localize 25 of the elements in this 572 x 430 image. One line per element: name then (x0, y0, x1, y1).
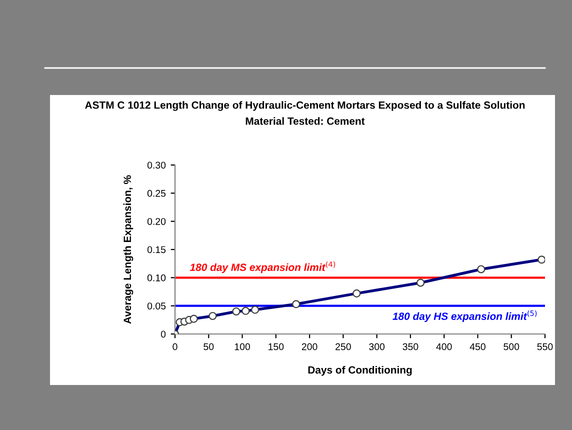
x-tick-label: 550 (537, 343, 553, 350)
chart-title: ASTM C 1012 Length Change of Hydraulic-Cement Mortars Exposed to a Sulfate Solution (85, 101, 525, 111)
x-tick-label: 350 (402, 343, 418, 350)
x-tick-label: 50 (204, 343, 214, 350)
y-tick-label: 0.30 (147, 162, 166, 169)
y-axis-title: Average Length Expansion, % (123, 175, 134, 324)
y-tick-label: 0.20 (147, 218, 166, 225)
x-tick-label: 300 (369, 343, 385, 350)
y-tick-label: 0.05 (147, 302, 166, 310)
ref-line-label: 180 day HS expansion limit$^{(5)}$ (392, 310, 537, 322)
ref-line-label: 180 day MS expansion limit$^{(4)}$ (190, 261, 336, 274)
x-tick-label: 0 (172, 343, 178, 350)
y-tick-label: 0 (160, 330, 166, 338)
y-tick-label: 0.10 (147, 274, 166, 282)
x-tick-label: 400 (436, 343, 452, 350)
y-tick-label: 0.15 (147, 246, 166, 254)
x-tick-label: 250 (336, 343, 351, 350)
x-tick-label: 100 (234, 343, 250, 350)
x-tick-label: 200 (302, 343, 318, 350)
chart-subtitle: Material Tested: Cement (246, 117, 365, 125)
x-tick-label: 500 (504, 343, 520, 350)
y-tick-label: 0.25 (147, 190, 166, 197)
x-tick-label: 450 (470, 343, 486, 350)
x-axis-title: Days of Conditioning (308, 366, 412, 376)
x-tick-label: 150 (268, 343, 284, 350)
